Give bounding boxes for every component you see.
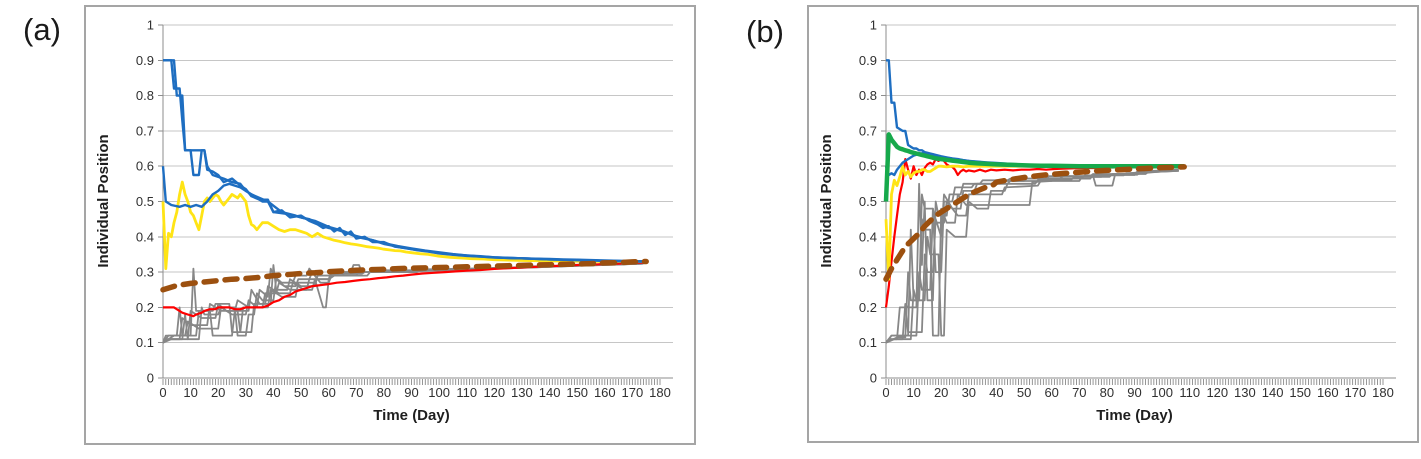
x-tick-label: 110 bbox=[456, 385, 477, 400]
panel-a-y-axis-title: Individual Position bbox=[95, 134, 112, 268]
x-tick-label: 60 bbox=[1044, 385, 1058, 400]
x-tick-label: 170 bbox=[1345, 385, 1367, 400]
x-tick-label: 130 bbox=[1234, 385, 1256, 400]
y-tick-label: 0.6 bbox=[859, 159, 877, 174]
panel-b-chart-frame: 0 0.1 0.2 0.3 0.4 0.5 0.6 0.7 0.8 0.9 1 0 10 20 30 40 50… bbox=[807, 5, 1419, 443]
x-tick-label: 140 bbox=[1262, 385, 1284, 400]
series-blue-agent-3 bbox=[161, 166, 647, 263]
panel-a-x-axis-title: Time (Day) bbox=[373, 407, 450, 424]
x-tick-label: 60 bbox=[321, 385, 335, 400]
y-tick-label: 0.7 bbox=[136, 123, 154, 138]
series-mean-position-dashed bbox=[160, 258, 649, 293]
y-tick-label: 0.1 bbox=[859, 335, 877, 350]
panel-b-label: (b) bbox=[746, 14, 784, 49]
y-tick-label: 0.2 bbox=[136, 300, 154, 315]
panel-a-label: (a) bbox=[23, 12, 61, 47]
panel-b-plot: 00.10.20.30.40.50.60.70.80.910 10 20 30 40 50… bbox=[859, 18, 1396, 400]
y-tick-label: 0.2 bbox=[859, 300, 877, 315]
y-tick-label: 0.6 bbox=[136, 159, 154, 174]
x-tick-label: 150 bbox=[1289, 385, 1311, 400]
y-tick-label: 1 bbox=[870, 18, 877, 33]
x-tick-label: 90 bbox=[404, 385, 418, 400]
x-tick-label: 50 bbox=[294, 385, 308, 400]
x-tick-label: 80 bbox=[1100, 385, 1114, 400]
x-tick-label: 70 bbox=[1072, 385, 1086, 400]
x-tick-label: 0 bbox=[159, 385, 166, 400]
x-tick-label: 40 bbox=[266, 385, 280, 400]
y-tick-label: 0.4 bbox=[859, 229, 877, 244]
series-yellow-agent bbox=[161, 180, 647, 271]
x-tick-label: 50 bbox=[1017, 385, 1031, 400]
series-green-agent bbox=[883, 132, 1185, 202]
x-tick-label: 140 bbox=[539, 385, 561, 400]
x-tick-label: 130 bbox=[511, 385, 533, 400]
series-blue-agent-2 bbox=[163, 59, 647, 263]
y-tick-label: 0.3 bbox=[136, 265, 154, 280]
y-tick-label: 0.9 bbox=[859, 53, 877, 68]
x-tick-label: 30 bbox=[962, 385, 976, 400]
series-blue-agent-1 bbox=[163, 59, 647, 263]
x-tick-label: 10 bbox=[906, 385, 920, 400]
x-tick-label: 10 bbox=[183, 385, 197, 400]
y-tick-label: 0 bbox=[147, 371, 154, 386]
series-gray-agent-5 bbox=[885, 169, 1179, 344]
x-tick-label: 0 bbox=[882, 385, 889, 400]
y-tick-label: 0.1 bbox=[136, 335, 154, 350]
x-tick-label: 120 bbox=[483, 385, 505, 400]
series-gray-agent-6 bbox=[885, 169, 1179, 344]
series-blue-agent-1 bbox=[886, 59, 1185, 168]
y-tick-label: 0.8 bbox=[136, 88, 154, 103]
x-tick-label: 70 bbox=[349, 385, 363, 400]
y-tick-label: 1 bbox=[147, 18, 154, 33]
y-tick-label: 0.7 bbox=[859, 123, 877, 138]
x-tick-label: 160 bbox=[594, 385, 616, 400]
x-tick-label: 80 bbox=[377, 385, 391, 400]
panel-a-chart-frame: 0 0.1 0.2 0.3 0.4 0.5 0.6 0.7 0.8 0.9 1 0 10 20 30 40 50… bbox=[84, 5, 696, 445]
x-tick-label: 90 bbox=[1127, 385, 1141, 400]
series-gray-agent-3 bbox=[885, 169, 1179, 344]
panel-a-plot: 00.10.20.30.40.50.60.70.80.910 10 20 30 40 50… bbox=[136, 18, 673, 400]
series-mean-position-dashed bbox=[883, 164, 1187, 282]
panel-b-y-axis-title: Individual Position bbox=[818, 134, 835, 268]
x-tick-label: 170 bbox=[622, 385, 644, 400]
x-tick-label: 160 bbox=[1317, 385, 1339, 400]
panel-b-x-axis-title: Time (Day) bbox=[1096, 407, 1173, 424]
series-gray-agent-4 bbox=[885, 169, 1179, 344]
x-tick-label: 100 bbox=[428, 385, 450, 400]
series-gray-agent-1 bbox=[885, 168, 1179, 344]
y-tick-label: 0.4 bbox=[136, 229, 154, 244]
x-tick-label: 180 bbox=[649, 385, 671, 400]
series-gray-agent-2 bbox=[885, 169, 1179, 344]
y-tick-label: 0.8 bbox=[859, 88, 877, 103]
x-tick-label: 100 bbox=[1151, 385, 1173, 400]
x-minor-ticks bbox=[162, 379, 661, 385]
x-tick-label: 30 bbox=[239, 385, 253, 400]
x-minor-ticks bbox=[885, 379, 1384, 385]
x-tick-label: 20 bbox=[211, 385, 225, 400]
x-tick-label: 20 bbox=[934, 385, 948, 400]
x-tick-label: 40 bbox=[989, 385, 1003, 400]
x-tick-label: 120 bbox=[1206, 385, 1228, 400]
x-tick-label: 180 bbox=[1372, 385, 1394, 400]
x-tick-label: 150 bbox=[566, 385, 588, 400]
x-tick-label: 110 bbox=[1179, 385, 1200, 400]
y-tick-label: 0.5 bbox=[859, 194, 877, 209]
y-tick-label: 0.5 bbox=[136, 194, 154, 209]
y-tick-label: 0.9 bbox=[136, 53, 154, 68]
y-tick-label: 0.3 bbox=[859, 265, 877, 280]
y-tick-label: 0 bbox=[870, 371, 877, 386]
